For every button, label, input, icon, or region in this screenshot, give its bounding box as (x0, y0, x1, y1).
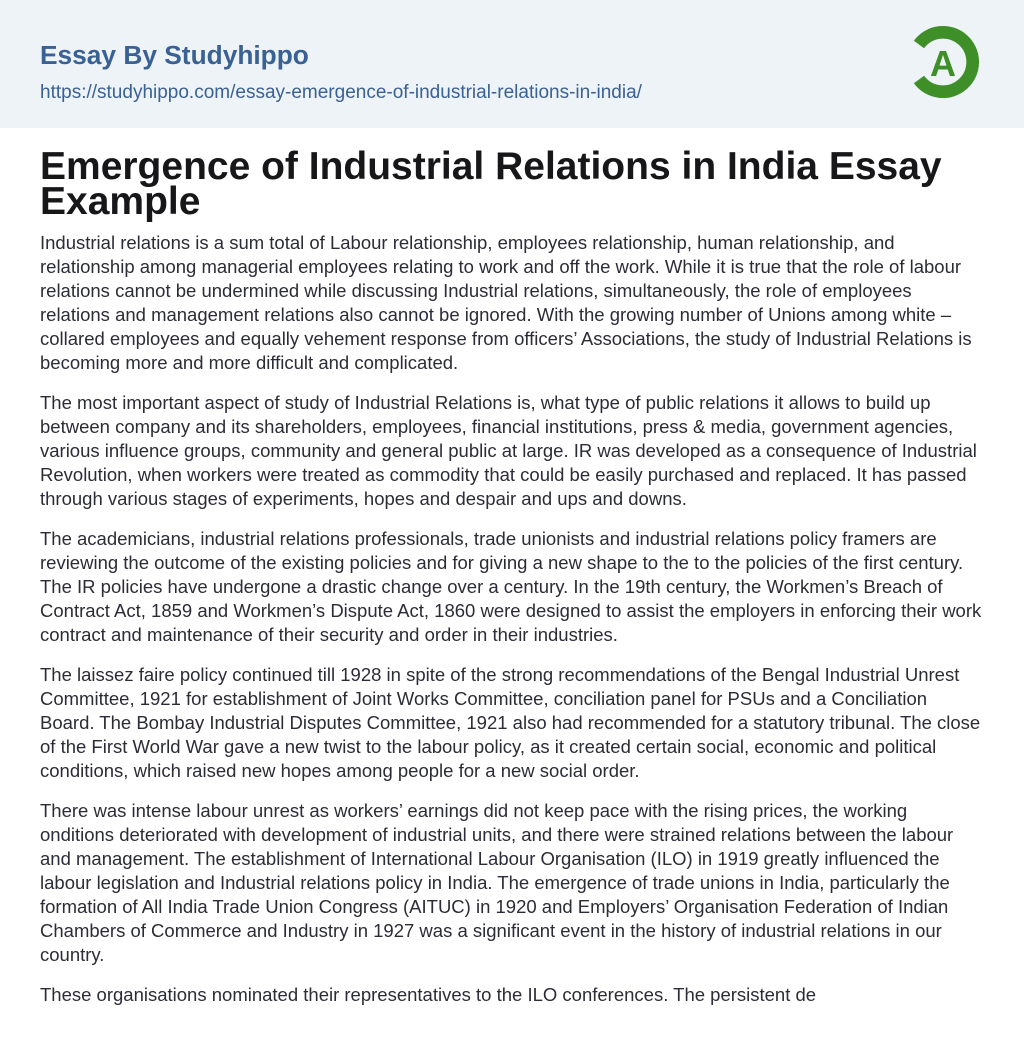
svg-text:A: A (930, 43, 956, 84)
